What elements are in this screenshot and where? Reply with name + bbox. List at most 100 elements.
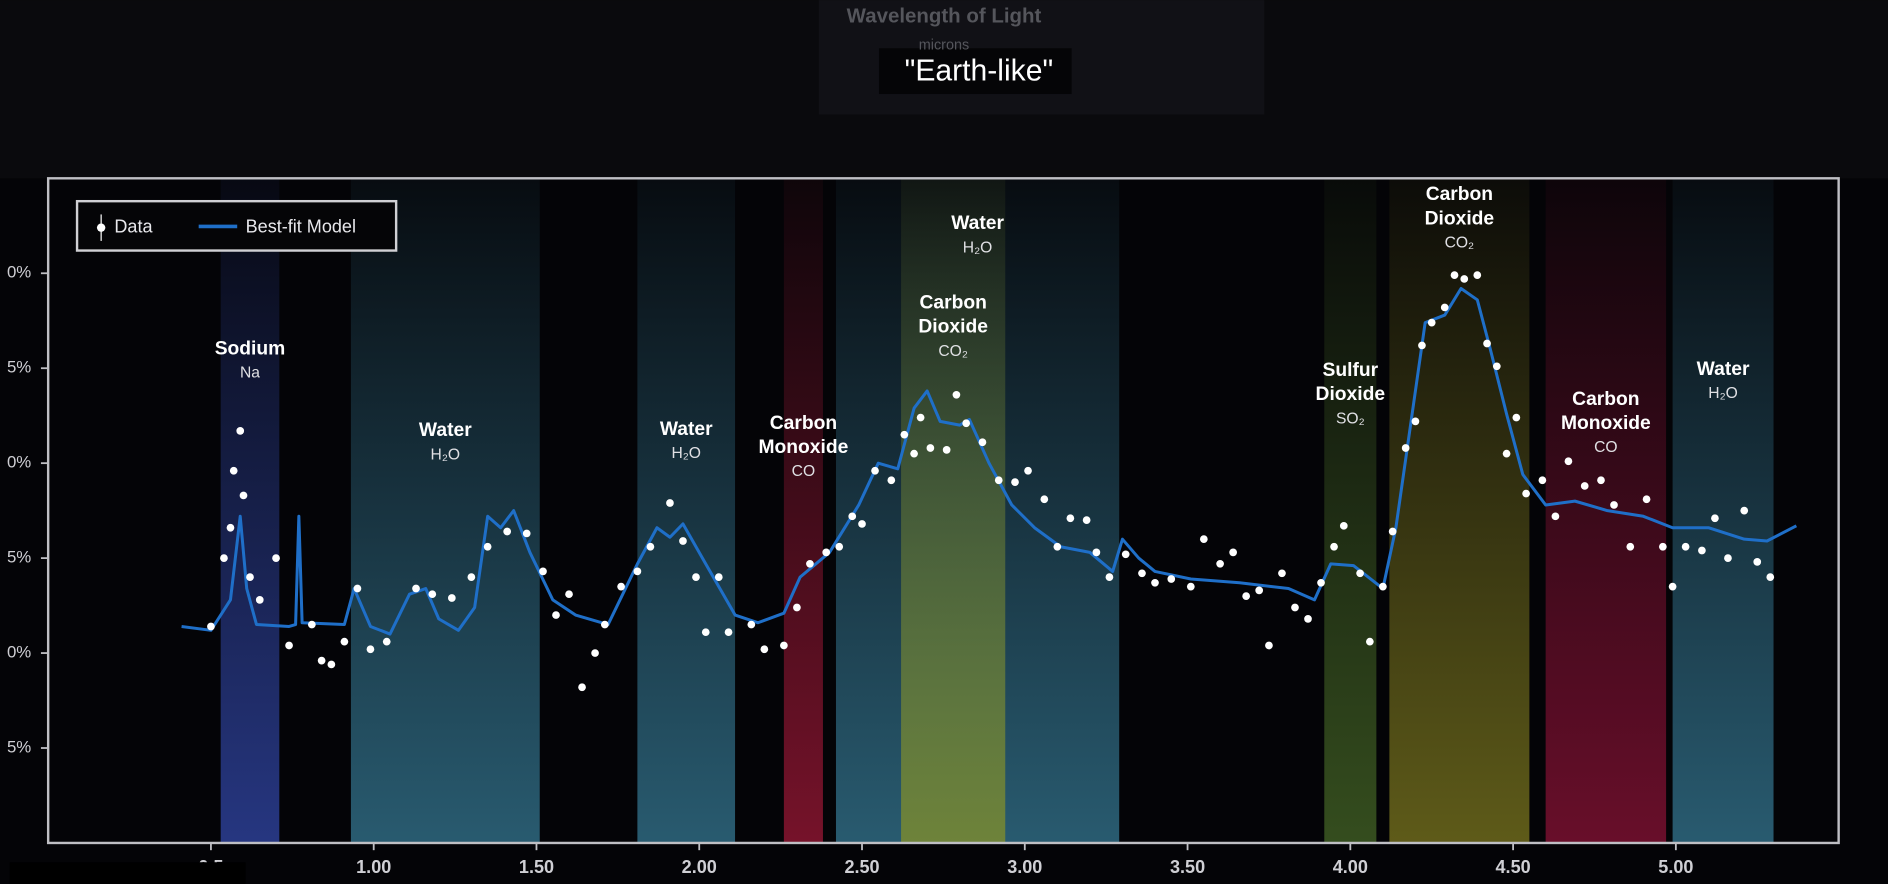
data-point — [1167, 575, 1176, 583]
data-point — [428, 590, 437, 599]
absorption-band — [1672, 179, 1774, 843]
data-point — [1339, 521, 1348, 530]
data-point — [578, 683, 586, 692]
data-point — [760, 645, 769, 654]
data-point — [1580, 482, 1589, 490]
absorption-band — [637, 179, 736, 843]
data-point — [926, 444, 935, 452]
data-point — [835, 542, 844, 551]
data-point — [1278, 569, 1286, 578]
data-point — [467, 573, 476, 581]
data-point — [1082, 516, 1091, 524]
data-point — [1138, 569, 1146, 578]
band-label: Dioxide — [1425, 208, 1495, 229]
caption: "Earth-like" — [905, 54, 1053, 87]
x-tick-label: 1.00 — [356, 857, 391, 877]
axis-subtitle: microns — [919, 38, 970, 54]
band-label: Carbon — [919, 293, 986, 314]
data-point — [617, 582, 625, 591]
absorption-band — [220, 179, 280, 843]
data-point — [239, 491, 248, 500]
data-point — [916, 413, 925, 422]
data-point — [207, 622, 215, 631]
data-point — [900, 430, 909, 439]
data-point — [600, 620, 609, 629]
band-label: Sulfur — [1323, 360, 1379, 381]
data-point — [1356, 569, 1364, 578]
data-point — [483, 542, 492, 551]
data-point — [1330, 542, 1338, 551]
data-point — [1418, 341, 1426, 350]
data-point — [1740, 506, 1749, 515]
data-point — [1040, 495, 1049, 504]
data-point — [1564, 457, 1573, 466]
data-point — [1492, 362, 1501, 371]
data-point — [1522, 489, 1530, 498]
band-label: Carbon — [1572, 389, 1639, 410]
data-point — [942, 446, 951, 454]
absorption-band — [783, 179, 823, 843]
x-tick-label: 3.00 — [1007, 857, 1042, 877]
data-point — [1388, 527, 1397, 536]
model-line — [181, 286, 1798, 636]
data-point — [952, 390, 961, 399]
data-point — [1151, 578, 1159, 587]
data-point — [793, 603, 801, 612]
legend-label: Best-fit Model — [246, 216, 356, 236]
data-point — [1366, 637, 1374, 646]
data-point — [1427, 318, 1436, 327]
data-point — [591, 649, 599, 657]
data-point — [246, 573, 254, 581]
data-point — [633, 567, 642, 576]
data-point — [307, 620, 316, 629]
caption-box — [878, 48, 1072, 95]
data-point — [1317, 578, 1325, 587]
data-point — [1681, 542, 1690, 551]
data-point — [1216, 559, 1224, 568]
data-point — [1053, 542, 1062, 551]
band-label: Monoxide — [1561, 413, 1651, 434]
data-point — [1473, 271, 1482, 280]
data-point — [887, 476, 896, 485]
data-point — [679, 537, 687, 545]
legend-box — [75, 199, 398, 252]
data-point — [1724, 554, 1732, 562]
data-point — [1668, 582, 1677, 591]
data-point — [962, 419, 971, 428]
data-point — [503, 527, 512, 536]
band-formula: CO — [792, 463, 815, 480]
band-formula: CO — [1594, 439, 1617, 456]
data-point — [447, 594, 456, 602]
x-tick-label: 1.50 — [519, 857, 554, 877]
data-point — [1199, 535, 1208, 543]
data-point — [1502, 449, 1511, 458]
data-point — [522, 529, 531, 538]
axis-title: Wavelength of Light — [847, 4, 1042, 27]
data-point — [780, 641, 788, 650]
data-point — [552, 611, 560, 619]
data-point — [1121, 550, 1130, 559]
data-point — [353, 584, 362, 593]
data-point — [1255, 586, 1264, 595]
band-label: Sodium — [215, 338, 286, 359]
band-label: Water — [951, 213, 1004, 234]
y-tick-label: 5% — [7, 737, 31, 756]
data-point — [666, 499, 674, 507]
data-point — [1626, 542, 1635, 551]
data-point — [871, 466, 879, 475]
band-formula: H₂O — [431, 446, 461, 463]
data-point — [1538, 476, 1547, 485]
data-point — [236, 427, 245, 435]
data-point — [806, 559, 814, 568]
data-point — [412, 584, 420, 593]
band-label: Water — [1697, 359, 1750, 380]
data-point — [858, 520, 866, 528]
data-point — [366, 645, 375, 654]
data-point — [565, 590, 573, 599]
data-point — [272, 554, 280, 562]
data-point — [1610, 501, 1618, 509]
band-label: Water — [660, 419, 713, 440]
y-tick-label: 0% — [7, 643, 31, 662]
data-point — [646, 542, 655, 551]
